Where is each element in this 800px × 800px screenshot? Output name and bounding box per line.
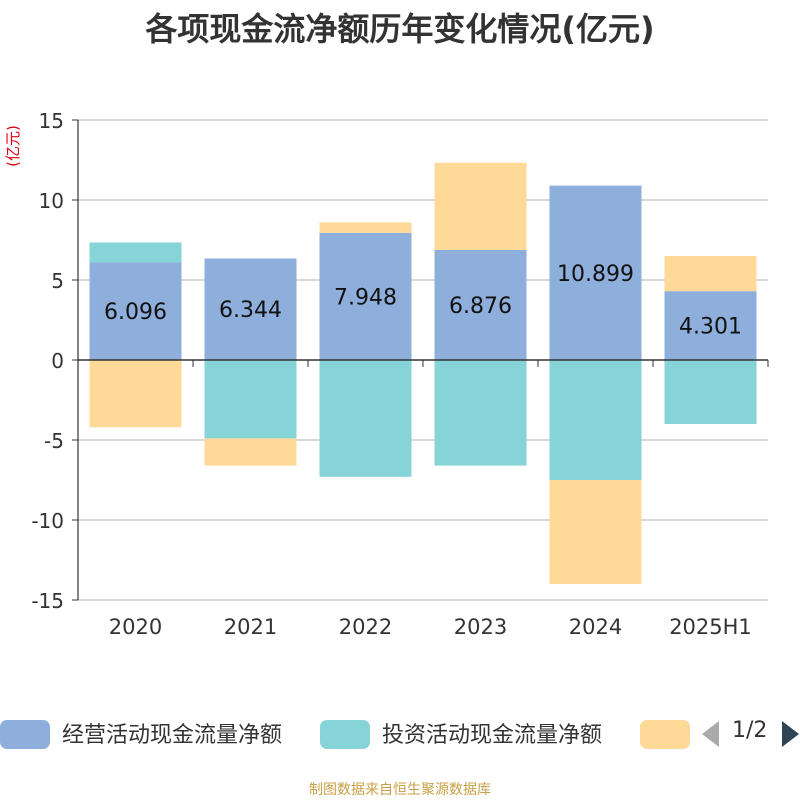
bar-series3-2023 — [434, 162, 527, 250]
legend-prev-arrow-icon[interactable] — [702, 721, 719, 747]
x-tick-label: 2024 — [569, 615, 622, 639]
legend-label-2: 投资活动现金流量净额 — [382, 723, 602, 748]
bar-series2-2023 — [434, 360, 527, 466]
y-tick-label: -5 — [44, 429, 64, 453]
legend: 经营活动现金流量净额 投资活动现金流量净额 — [0, 720, 690, 749]
x-tick-label: 2025H1 — [669, 615, 752, 639]
bar-series1-2023 — [434, 249, 527, 360]
bar-series2-2021 — [204, 360, 297, 439]
bar-series2-2022 — [319, 360, 412, 477]
bar-series2-2020 — [89, 242, 182, 263]
bar-series1-2024 — [549, 185, 642, 360]
grid-lines — [78, 119, 768, 601]
y-tick-label: 5 — [51, 269, 64, 293]
legend-swatch-2 — [320, 720, 370, 749]
y-tick-label: 15 — [39, 109, 64, 133]
bar-series3-2025H1 — [664, 255, 757, 292]
bar-series1-2022 — [319, 232, 412, 360]
legend-swatch-1 — [0, 720, 50, 749]
data-labels: 6.096 6.344 7.948 6.876 10.899 4.301 — [104, 262, 742, 340]
y-tick-label: -10 — [31, 509, 64, 533]
x-tick-label: 2021 — [224, 615, 277, 639]
x-tick-label: 2023 — [454, 615, 507, 639]
bar-series3-2020 — [89, 360, 182, 428]
data-label-2021: 6.344 — [219, 298, 282, 323]
bar-series1-2020 — [89, 262, 182, 360]
data-label-2022: 7.948 — [334, 285, 397, 310]
y-axis-label: (亿元) — [4, 125, 22, 167]
y-tick-label: 10 — [39, 189, 64, 213]
bar-series3-2024 — [549, 480, 642, 584]
bar-series3-2022 — [319, 222, 412, 233]
x-tick-label: 2020 — [109, 615, 162, 639]
legend-swatch-3 — [640, 720, 690, 749]
bar-series2-2024 — [549, 360, 642, 480]
y-tick-label: 0 — [51, 349, 64, 373]
chart-title: 各项现金流净额历年变化情况(亿元) — [145, 10, 655, 48]
y-tick-label: -15 — [31, 589, 64, 613]
legend-label-1: 经营活动现金流量净额 — [62, 723, 282, 748]
data-label-2024: 10.899 — [557, 262, 634, 287]
axes: 15 10 5 0 -5 -10 -15 (亿元) 2020 2021 2022 2023 2024 20… — [4, 109, 769, 639]
legend-page-indicator: 1/2 — [732, 718, 768, 743]
bar-series1-2025H1 — [664, 291, 757, 360]
bars — [89, 162, 757, 584]
legend-pager: 1/2 — [700, 718, 800, 748]
data-source-note: 制图数据来自恒生聚源数据库 — [309, 782, 491, 798]
x-tick-label: 2022 — [339, 615, 392, 639]
data-label-2023: 6.876 — [449, 294, 512, 319]
legend-next-arrow-icon[interactable] — [782, 721, 799, 747]
bar-series3-2021 — [204, 438, 297, 466]
data-label-2020: 6.096 — [104, 300, 167, 325]
data-label-2025H1: 4.301 — [679, 315, 742, 340]
bar-series2-2025H1 — [664, 360, 757, 424]
bar-series1-2021 — [204, 258, 297, 360]
